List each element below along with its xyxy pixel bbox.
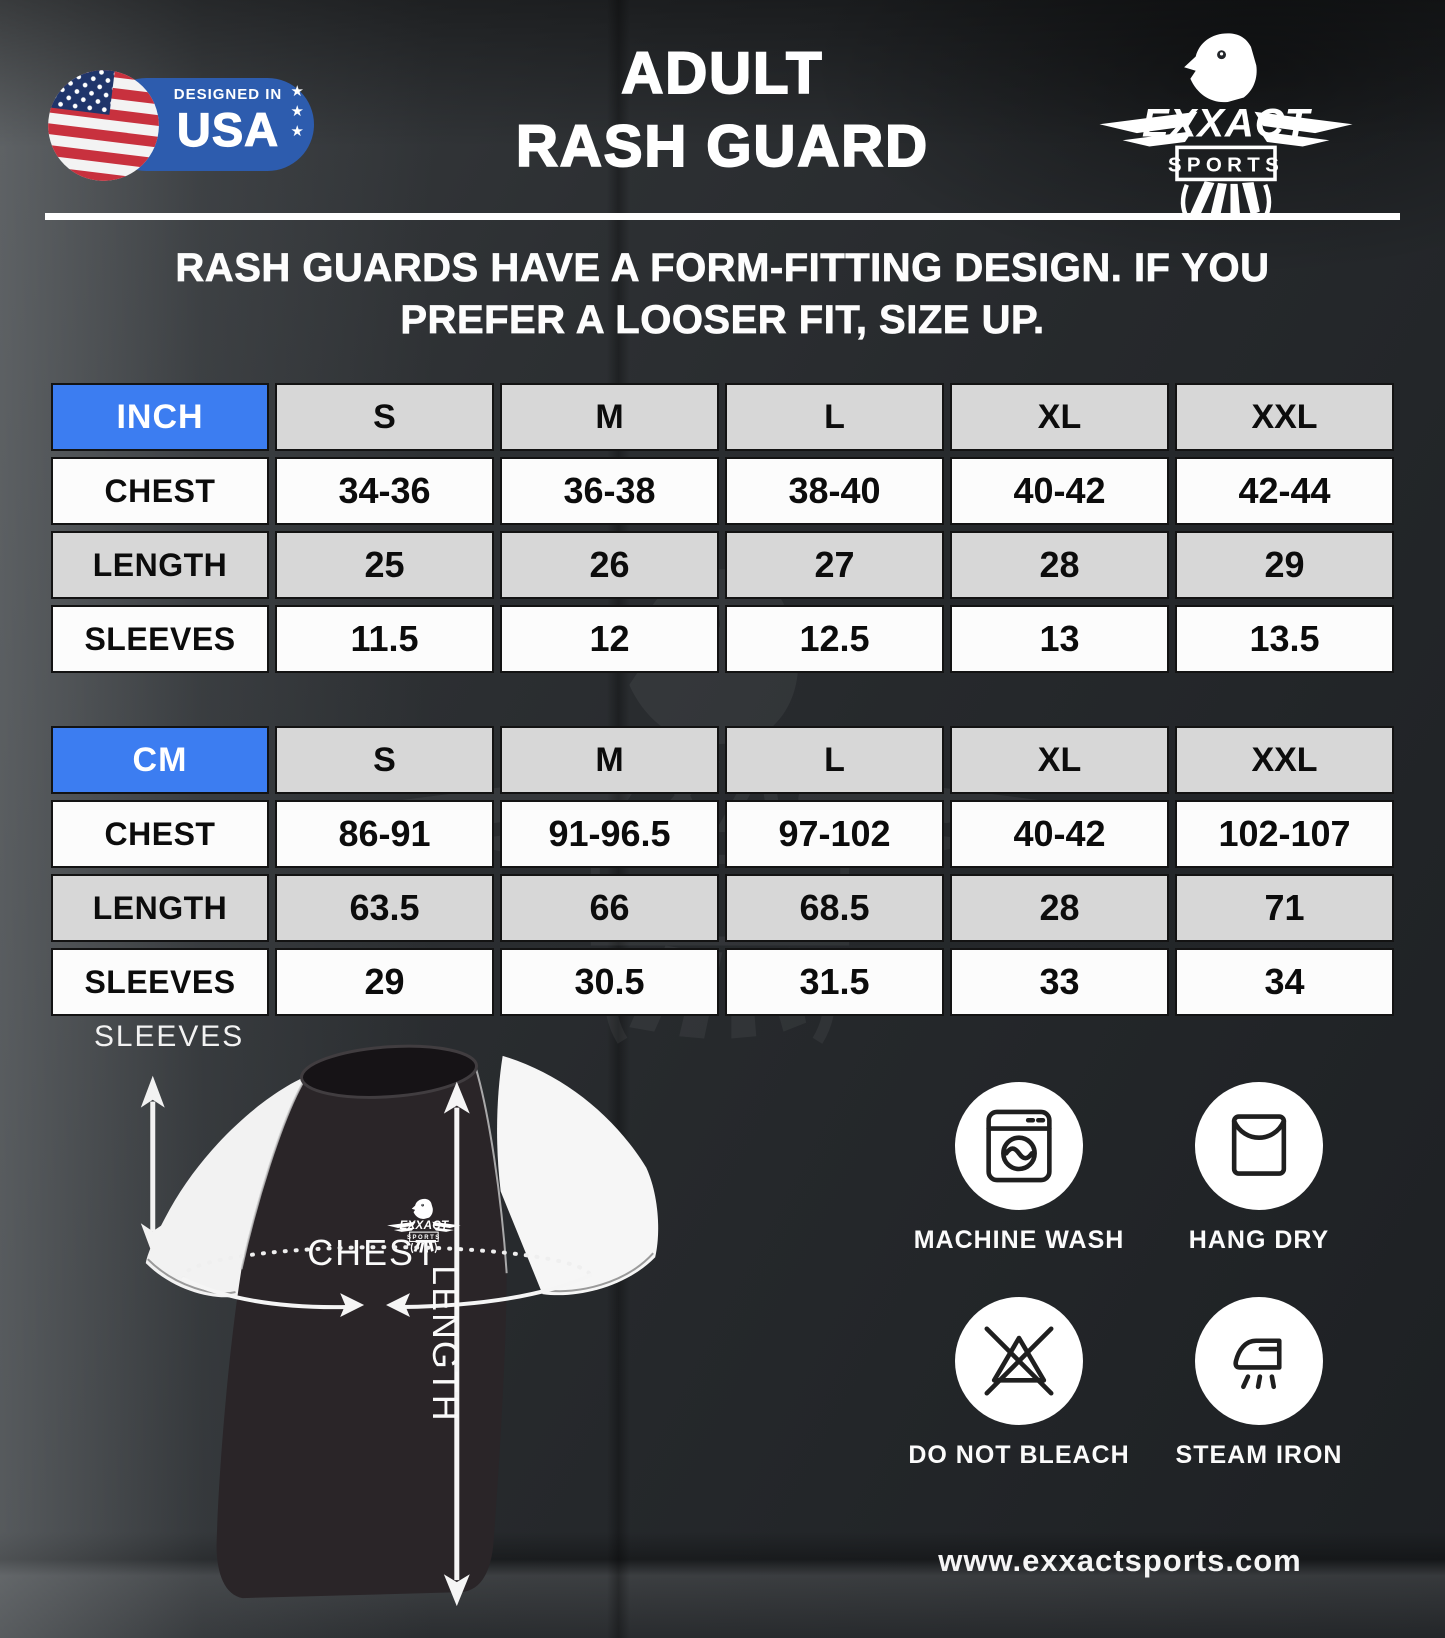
- badge-text: DESIGNED IN USA: [173, 86, 283, 156]
- table-header-row: INCH S M L XL XXL: [51, 383, 1394, 451]
- usa-label: USA: [176, 103, 280, 156]
- unit-cell: INCH: [51, 383, 269, 451]
- size-header-cell: XL: [950, 726, 1169, 794]
- care-item: MACHINE WASH: [905, 1082, 1133, 1255]
- sleeves-diagram-label: SLEEVES: [94, 1020, 244, 1053]
- table-row: CHEST 86-91 91-96.5 97-102 40-42 102-107: [51, 800, 1394, 868]
- size-header-cell: S: [275, 726, 494, 794]
- value-cell: 12: [500, 605, 719, 673]
- value-cell: 29: [1175, 531, 1394, 599]
- value-cell: 34-36: [275, 457, 494, 525]
- value-cell: 30.5: [500, 948, 719, 1016]
- value-cell: 31.5: [725, 948, 944, 1016]
- header-divider: [45, 213, 1400, 220]
- care-label: DO NOT BLEACH: [908, 1441, 1130, 1469]
- rash-guard-diagram: SLEEVES CHEST LENGTH: [94, 1020, 659, 1607]
- value-cell: 42-44: [1175, 457, 1394, 525]
- value-cell: 25: [275, 531, 494, 599]
- care-item: STEAM IRON: [1145, 1297, 1373, 1470]
- shirt-body: [216, 1058, 507, 1599]
- table-row: SLEEVES 29 30.5 31.5 33 34: [51, 948, 1394, 1016]
- care-item: HANG DRY: [1145, 1082, 1373, 1255]
- stars-icon: ★ ★ ★: [290, 83, 304, 140]
- title-line-2: RASH GUARD: [515, 113, 930, 180]
- row-label-cell: LENGTH: [51, 874, 269, 942]
- size-header-cell: XXL: [1175, 383, 1394, 451]
- length-diagram-label: LENGTH: [425, 1265, 465, 1422]
- designed-in-usa-badge: DESIGNED IN USA ★ ★ ★: [45, 62, 317, 188]
- unit-cell: CM: [51, 726, 269, 794]
- size-header-cell: L: [725, 726, 944, 794]
- value-cell: 13: [950, 605, 1169, 673]
- table-row: SLEEVES 11.5 12 12.5 13 13.5: [51, 605, 1394, 673]
- right-sleeve: [497, 1055, 659, 1296]
- row-label-cell: CHEST: [51, 457, 269, 525]
- value-cell: 27: [725, 531, 944, 599]
- fit-note: RASH GUARDS HAVE A FORM-FITTING DESIGN. …: [175, 246, 1270, 343]
- care-label: STEAM IRON: [1175, 1441, 1343, 1469]
- size-header-cell: S: [275, 383, 494, 451]
- value-cell: 33: [950, 948, 1169, 1016]
- left-sleeve: [145, 1071, 318, 1298]
- do-not-bleach-icon: [955, 1297, 1083, 1425]
- designed-in-label: DESIGNED IN: [173, 86, 283, 103]
- table-row: LENGTH 63.5 66 68.5 28 71: [51, 874, 1394, 942]
- steam-iron-icon: [1195, 1297, 1323, 1425]
- usa-flag-icon: [48, 70, 159, 181]
- collar: [299, 1044, 479, 1099]
- value-cell: 13.5: [1175, 605, 1394, 673]
- chest-diagram-label: CHEST: [307, 1233, 439, 1273]
- table-row: CHEST 34-36 36-38 38-40 40-42 42-44: [51, 457, 1394, 525]
- care-label: MACHINE WASH: [913, 1226, 1125, 1254]
- value-cell: 36-38: [500, 457, 719, 525]
- value-cell: 68.5: [725, 874, 944, 942]
- value-cell: 38-40: [725, 457, 944, 525]
- value-cell: 66: [500, 874, 719, 942]
- value-cell: 29: [275, 948, 494, 1016]
- page-title: ADULT RASH GUARD: [0, 38, 1445, 183]
- machine-wash-icon: [955, 1082, 1083, 1210]
- size-header-cell: M: [500, 383, 719, 451]
- table-header-row: CM S M L XL XXL: [51, 726, 1394, 794]
- care-instructions: MACHINE WASH HANG DRY DO NOT BLEACH: [905, 1082, 1385, 1470]
- title-line-1: ADULT: [620, 40, 824, 107]
- value-cell: 40-42: [950, 457, 1169, 525]
- value-cell: 71: [1175, 874, 1394, 942]
- value-cell: 86-91: [275, 800, 494, 868]
- size-table-inch: INCH S M L XL XXL CHEST 34-36 36-38 38-4…: [45, 377, 1400, 679]
- care-label: HANG DRY: [1188, 1226, 1330, 1254]
- table-row: LENGTH 25 26 27 28 29: [51, 531, 1394, 599]
- exxact-sports-logo: [1092, 28, 1360, 224]
- size-header-cell: XXL: [1175, 726, 1394, 794]
- size-header-cell: M: [500, 726, 719, 794]
- value-cell: 63.5: [275, 874, 494, 942]
- value-cell: 28: [950, 531, 1169, 599]
- value-cell: 91-96.5: [500, 800, 719, 868]
- row-label-cell: SLEEVES: [51, 605, 269, 673]
- care-item: DO NOT BLEACH: [905, 1297, 1133, 1470]
- row-label-cell: SLEEVES: [51, 948, 269, 1016]
- value-cell: 97-102: [725, 800, 944, 868]
- value-cell: 12.5: [725, 605, 944, 673]
- value-cell: 34: [1175, 948, 1394, 1016]
- value-cell: 11.5: [275, 605, 494, 673]
- size-table-cm: CM S M L XL XXL CHEST 86-91 91-96.5 97-1…: [45, 720, 1400, 1022]
- row-label-cell: LENGTH: [51, 531, 269, 599]
- size-header-cell: L: [725, 383, 944, 451]
- value-cell: 102-107: [1175, 800, 1394, 868]
- hang-dry-icon: [1195, 1082, 1323, 1210]
- value-cell: 40-42: [950, 800, 1169, 868]
- website-url: www.exxactsports.com: [938, 1543, 1302, 1578]
- chest-girth-back-arc: [181, 1245, 593, 1282]
- size-header-cell: XL: [950, 383, 1169, 451]
- value-cell: 28: [950, 874, 1169, 942]
- value-cell: 26: [500, 531, 719, 599]
- row-label-cell: CHEST: [51, 800, 269, 868]
